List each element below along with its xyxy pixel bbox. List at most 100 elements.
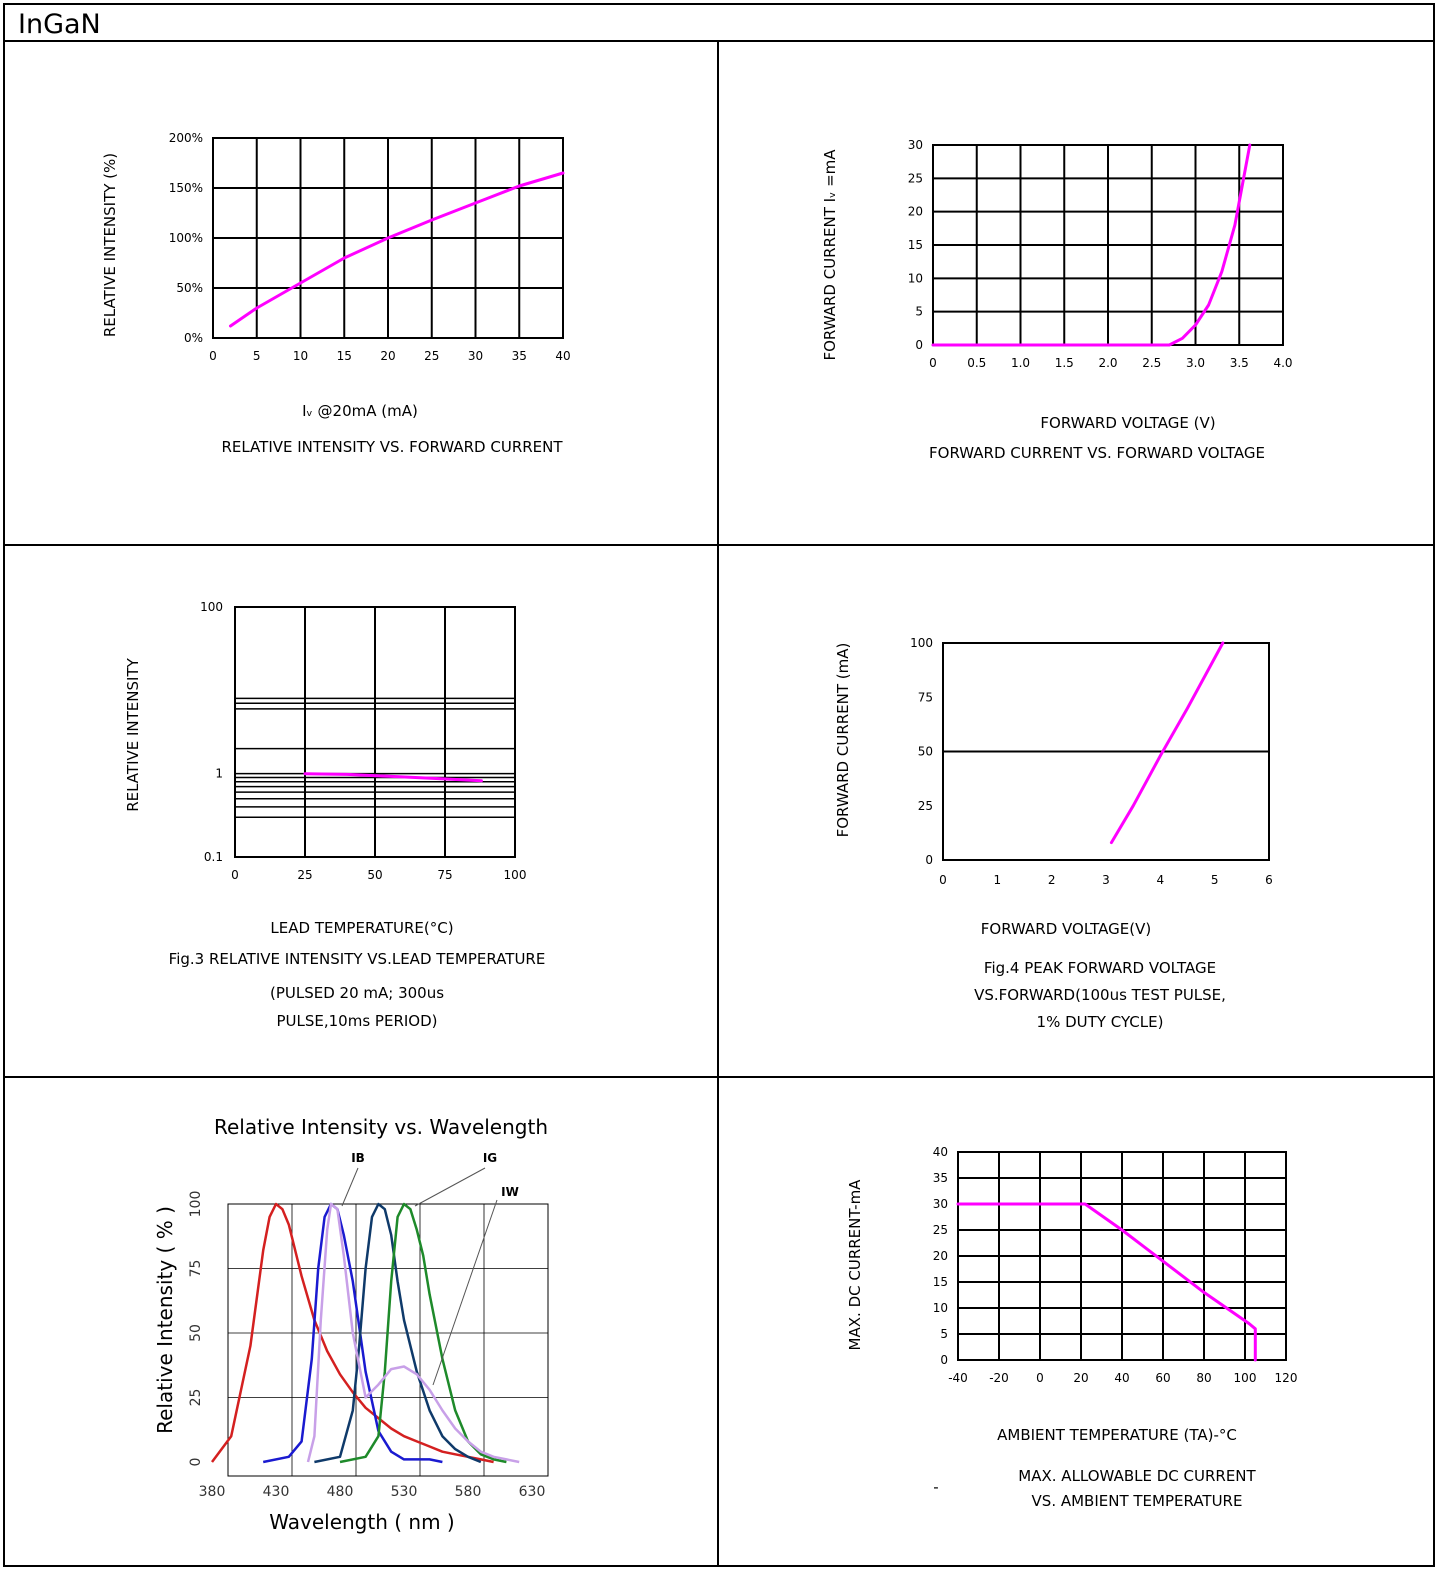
annotation-label: IG: [483, 1151, 497, 1165]
y-tick-label: 150%: [169, 181, 203, 195]
x-tick-label: 0: [209, 349, 217, 363]
y-axis-label: FORWARD CURRENT (mA): [834, 643, 852, 838]
chart-relative-intensity-vs-forward-current: 0 5 10 15 20 25 30 35 40 0% 50% 100% 150% 200% RELATIV…: [101, 131, 571, 456]
chart-title: Relative Intensity vs. Wavelength: [214, 1115, 548, 1139]
x-tick-label: 6: [1265, 873, 1273, 887]
x-tick-label: 25: [297, 868, 312, 882]
y-tick-label: 25: [933, 1223, 948, 1237]
y-tick-label: 30: [933, 1197, 948, 1211]
x-tick-label: 5: [1211, 873, 1219, 887]
x-axis-label: FORWARD VOLTAGE(V): [981, 920, 1151, 938]
chart-title: Fig.3 RELATIVE INTENSITY VS.LEAD TEMPERA…: [169, 950, 546, 968]
x-tick-label: 3.5: [1230, 356, 1249, 370]
y-tick-label: 40: [933, 1145, 948, 1159]
y-tick-label: 50%: [176, 281, 203, 295]
x-tick-label: 10: [293, 349, 308, 363]
x-tick-label: 4: [1157, 873, 1165, 887]
x-tick-label: -40: [948, 1371, 968, 1385]
spectrum-curve-iw: [306, 1202, 520, 1464]
bullet-dash: -: [933, 1478, 938, 1496]
x-tick-label: 0.5: [967, 356, 986, 370]
series-line: [956, 1202, 1257, 1362]
spectrum-curve-ib: [262, 1202, 443, 1464]
page-title: InGaN: [18, 9, 101, 40]
y-tick-label: 0: [925, 853, 933, 867]
y-tick-label: 0: [188, 1458, 204, 1467]
plot-frame: [227, 1203, 549, 1477]
y-tick-label: 15: [933, 1275, 948, 1289]
x-tick-label: 5: [253, 349, 261, 363]
y-tick-label: 200%: [169, 131, 203, 145]
y-axis-label: RELATIVE INTENSITY: [124, 657, 142, 811]
y-tick-label: 0.1: [204, 850, 223, 864]
annotation-leader: [432, 1199, 498, 1386]
annotation-label: IW: [501, 1185, 519, 1199]
x-tick-label: 15: [337, 349, 352, 363]
x-tick-label: 3: [1102, 873, 1110, 887]
x-tick-label: 60: [1155, 1371, 1170, 1385]
y-tick-label: 100: [188, 1191, 204, 1218]
chart-subtitle: (PULSED 20 mA; 300us: [270, 984, 444, 1002]
chart-title: RELATIVE INTENSITY VS. FORWARD CURRENT: [221, 438, 563, 456]
y-tick-label: 5: [915, 305, 923, 319]
x-tick-label: 530: [391, 1484, 418, 1500]
x-axis-label: AMBIENT TEMPERATURE (TA)-°C: [997, 1426, 1237, 1444]
annotation-leader: [414, 1167, 486, 1207]
x-tick-label: 40: [1114, 1371, 1129, 1385]
chart-title: 1% DUTY CYCLE): [1037, 1013, 1164, 1031]
y-tick-label: 1: [215, 767, 223, 781]
x-tick-label: 380: [199, 1484, 226, 1500]
y-tick-label: 0: [915, 338, 923, 352]
y-tick-label: 0%: [184, 331, 203, 345]
annotation-label: IB: [351, 1151, 365, 1165]
x-tick-label: 4.0: [1273, 356, 1292, 370]
series-line: [229, 171, 565, 328]
series-line: [1109, 641, 1225, 845]
chart-subtitle: PULSE,10ms PERIOD): [276, 1012, 437, 1030]
chart-title: FORWARD CURRENT VS. FORWARD VOLTAGE: [929, 444, 1265, 462]
x-axis-label: Wavelength ( nm ): [269, 1510, 454, 1534]
x-axis-label: FORWARD VOLTAGE (V): [1040, 414, 1215, 432]
series-line: [931, 143, 1252, 347]
y-tick-label: 35: [933, 1171, 948, 1185]
x-tick-label: 1.5: [1055, 356, 1074, 370]
y-tick-label: 75: [188, 1260, 204, 1278]
x-tick-label: 120: [1275, 1371, 1298, 1385]
y-tick-label: 30: [908, 138, 923, 152]
y-tick-label: 10: [908, 271, 923, 285]
y-axis-label: RELATIVE INTENSITY (%): [101, 153, 119, 337]
y-tick-label: 20: [933, 1249, 948, 1263]
x-tick-label: 35: [512, 349, 527, 363]
spectrum-curve: [210, 1202, 494, 1464]
x-tick-label: 40: [555, 349, 570, 363]
x-tick-label: 75: [437, 868, 452, 882]
x-tick-label: 100: [504, 868, 527, 882]
x-tick-label: 0: [929, 356, 937, 370]
y-tick-label: 0: [940, 1353, 948, 1367]
x-tick-label: 25: [424, 349, 439, 363]
y-axis-label: FORWARD CURRENT Iᵥ =mA: [821, 149, 839, 361]
annotation-leader: [341, 1167, 359, 1207]
x-tick-label: 0: [1036, 1371, 1044, 1385]
x-tick-label: 630: [519, 1484, 546, 1500]
chart-title: VS. AMBIENT TEMPERATURE: [1032, 1492, 1243, 1510]
chart-max-dc-current-vs-ambient-temperature: -40 -20 0 20 40 60 80 100 120 0 5 10 15 20 25 30 35 40 MAX…: [846, 1145, 1297, 1510]
x-tick-label: 2.5: [1142, 356, 1161, 370]
y-tick-label: 50: [918, 745, 933, 759]
y-tick-label: 20: [908, 205, 923, 219]
x-tick-label: 80: [1196, 1371, 1211, 1385]
x-tick-label: 480: [327, 1484, 354, 1500]
x-tick-label: 430: [263, 1484, 290, 1500]
y-tick-label: 50: [188, 1324, 204, 1342]
y-tick-label: 25: [918, 799, 933, 813]
x-axis-label: LEAD TEMPERATURE(°C): [270, 919, 453, 937]
y-tick-label: 100%: [169, 231, 203, 245]
x-tick-label: 0: [231, 868, 239, 882]
chart-peak-forward-voltage: 0 1 2 3 4 5 6 0 25 50 75 100 FORWARD CURRENT (mA) FOR…: [834, 636, 1273, 1031]
y-axis-label: Relative Intensity ( % ): [153, 1206, 177, 1434]
x-tick-label: 2: [1048, 873, 1056, 887]
x-tick-label: 2.0: [1098, 356, 1117, 370]
spectrum-curve: [314, 1202, 482, 1464]
y-tick-label: 100: [910, 636, 933, 650]
